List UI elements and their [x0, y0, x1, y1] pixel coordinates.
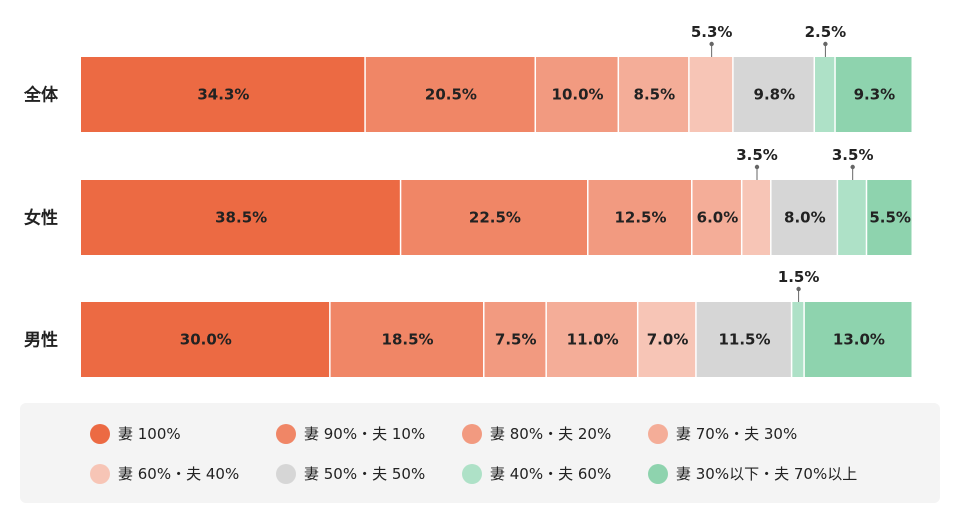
legend-item: 妻 50%・夫 50% [276, 463, 425, 484]
legend-label: 妻 100% [118, 425, 181, 443]
legend: 妻 100% 妻 90%・夫 10% 妻 80%・夫 20% 妻 70%・夫 30% 妻… [20, 403, 940, 503]
data-label: 8.5% [634, 86, 676, 104]
bar-segment [484, 302, 546, 377]
legend-item: 妻 70%・夫 30% [648, 423, 797, 444]
legend-label: 妻 30%以下・夫 70%以上 [676, 465, 858, 483]
legend-swatch [462, 463, 482, 484]
data-label: 9.3% [854, 86, 896, 104]
legend-swatch [648, 463, 668, 484]
data-label: 3.5% [832, 146, 874, 164]
legend-swatch [276, 463, 296, 484]
stacked-bar-chart: 全体 34.3% 20.5% 10.0% 8.5% 5.3% 9.8% 2.5% 9.3% 女性 3… [23, 23, 912, 377]
data-label: 7.0% [647, 331, 689, 349]
bar-segment [546, 302, 637, 377]
data-label: 9.8% [754, 86, 796, 104]
data-label: 1.5% [778, 268, 820, 286]
callout-dot [709, 41, 714, 47]
data-label: 5.5% [869, 209, 911, 227]
legend-label: 妻 80%・夫 20% [490, 425, 612, 443]
bar-segment [365, 57, 535, 132]
bar-segment [689, 57, 733, 132]
legend-item: 妻 100% [90, 423, 181, 444]
bar-segment [692, 180, 741, 255]
legend-item: 妻 60%・夫 40% [90, 463, 239, 484]
legend-swatch [90, 463, 110, 484]
legend-label: 妻 50%・夫 50% [304, 465, 426, 483]
data-label: 13.0% [833, 331, 885, 349]
callout-dot [823, 41, 828, 47]
legend-label: 妻 90%・夫 10% [304, 425, 426, 443]
bar-segment [81, 302, 330, 377]
data-label: 18.5% [382, 331, 434, 349]
legend-label: 妻 70%・夫 30% [676, 425, 798, 443]
legend-label: 妻 60%・夫 40% [118, 465, 240, 483]
legend-item: 妻 40%・夫 60% [462, 463, 611, 484]
callout-dot [850, 164, 855, 170]
legend-item: 妻 30%以下・夫 70%以上 [648, 463, 857, 484]
data-label: 12.5% [614, 209, 666, 227]
bar-segment [804, 302, 912, 377]
data-label: 30.0% [180, 331, 232, 349]
data-label: 10.0% [552, 86, 604, 104]
data-label: 5.3% [691, 23, 733, 41]
legend-item: 妻 90%・夫 10% [276, 423, 425, 444]
category-label: 女性 [24, 208, 58, 229]
bar-segment [838, 180, 866, 255]
legend-swatch [276, 423, 296, 444]
data-label: 11.5% [718, 331, 770, 349]
bar-segment [81, 180, 400, 255]
bar-segment [792, 302, 804, 377]
callout-dot [754, 164, 760, 170]
bar-segment [401, 180, 588, 255]
data-label: 7.5% [495, 331, 537, 349]
data-label: 3.5% [736, 146, 778, 164]
category-label: 全体 [23, 85, 59, 106]
legend-label: 妻 40%・夫 60% [490, 465, 612, 483]
data-label: 38.5% [215, 209, 267, 227]
legend-item: 妻 80%・夫 20% [462, 423, 611, 444]
bar-segment [742, 180, 771, 255]
data-label: 34.3% [197, 86, 249, 104]
category-label: 男性 [24, 330, 58, 351]
bar-segment [638, 302, 696, 377]
legend-swatch [90, 423, 110, 444]
data-label: 22.5% [469, 209, 521, 227]
bar-segment [815, 57, 835, 132]
bar-segment [867, 180, 912, 255]
data-label: 6.0% [697, 209, 739, 227]
data-label: 11.0% [567, 331, 619, 349]
bar-segment [536, 57, 618, 132]
bar-segment [619, 57, 689, 132]
data-label: 2.5% [805, 23, 847, 41]
legend-swatch [648, 423, 668, 444]
bar-segment [771, 180, 837, 255]
bar-segment [696, 302, 791, 377]
bar-segment [81, 57, 365, 132]
bar-segment [330, 302, 484, 377]
legend-swatch [462, 423, 482, 444]
data-label: 8.0% [784, 209, 826, 227]
data-label: 20.5% [425, 86, 477, 104]
bar-segment [588, 180, 692, 255]
callout-dot [796, 286, 801, 292]
bar-segment [733, 57, 814, 132]
bar-segment [835, 57, 912, 132]
